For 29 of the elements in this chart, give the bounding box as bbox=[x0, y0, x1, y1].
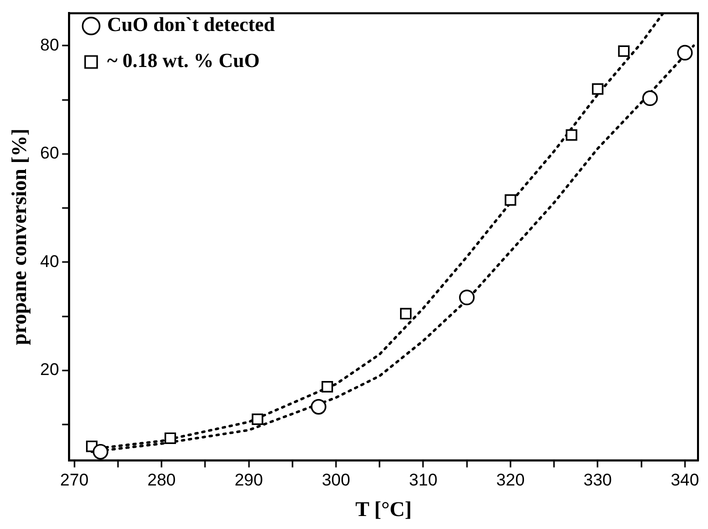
point bbox=[459, 290, 475, 306]
x-tick-label: 320 bbox=[496, 470, 525, 490]
x-tick-label: 310 bbox=[409, 470, 438, 490]
point bbox=[642, 90, 658, 106]
point bbox=[566, 129, 578, 141]
legend-label: ~ 0.18 wt. % CuO bbox=[107, 50, 260, 72]
x-tick-label: 330 bbox=[584, 470, 612, 490]
x-tick-label: 270 bbox=[60, 470, 89, 490]
x-tick-label: 280 bbox=[147, 470, 176, 490]
point bbox=[322, 381, 334, 393]
y-tick-label: 20 bbox=[40, 360, 60, 380]
point bbox=[92, 444, 108, 460]
point bbox=[504, 194, 516, 206]
x-tick-label: 300 bbox=[322, 470, 350, 490]
point bbox=[592, 83, 604, 95]
y-tick-label: 60 bbox=[40, 144, 60, 163]
x-axis-title: T [°C] bbox=[355, 496, 412, 521]
point bbox=[310, 399, 326, 415]
y-tick-label: 80 bbox=[40, 35, 60, 54]
y-axis-title: propane conversion [%] bbox=[7, 128, 32, 346]
legend-label: CuO don`t detected bbox=[107, 14, 275, 36]
x-tick-label: 290 bbox=[234, 470, 263, 490]
point bbox=[618, 45, 630, 57]
point bbox=[400, 308, 412, 320]
y-tick-label: 40 bbox=[40, 252, 60, 271]
point bbox=[252, 414, 264, 426]
point bbox=[164, 432, 176, 444]
x-tick-label: 340 bbox=[670, 470, 700, 490]
point bbox=[677, 44, 693, 61]
